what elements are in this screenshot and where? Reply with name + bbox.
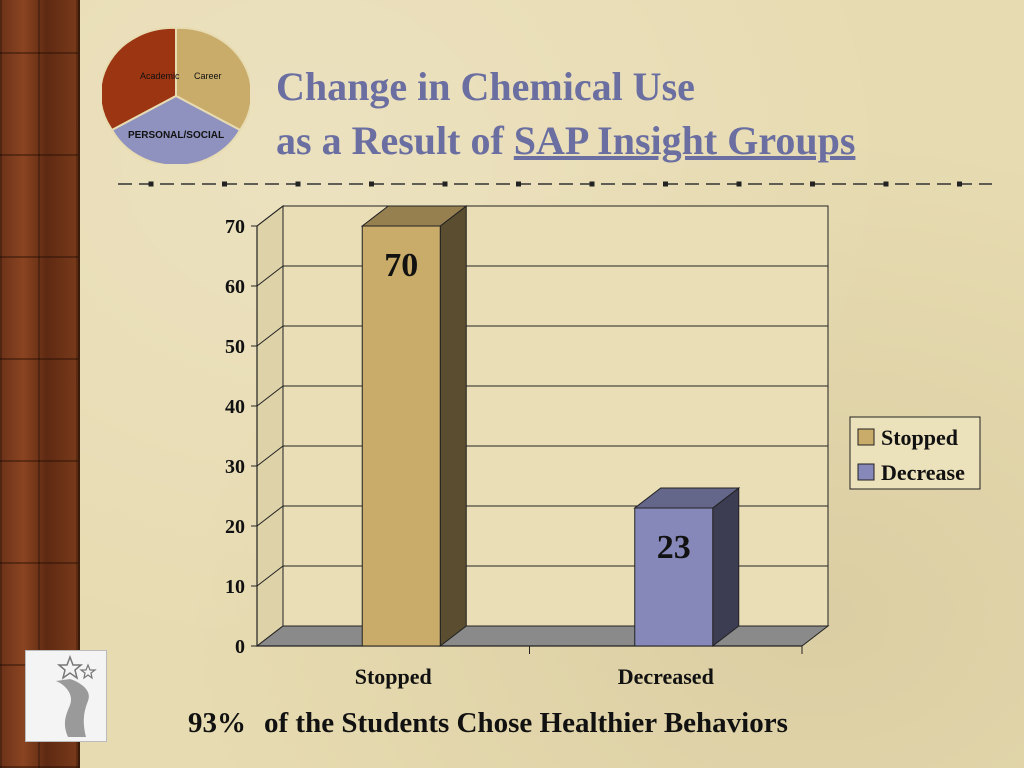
chart-legend: Stopped Decrease [849, 416, 981, 490]
footer-percent: 93% [188, 707, 246, 739]
title-line-2: as a Result of SAP Insight Groups [276, 114, 996, 168]
chart-tick-labels: 0 10 20 30 40 50 60 70 [225, 216, 245, 658]
y-tick-label: 50 [225, 336, 245, 358]
y-tick-label: 70 [225, 216, 245, 238]
chart-bars [360, 204, 741, 648]
divider-dot [589, 181, 595, 187]
divider-dot [516, 181, 521, 187]
divider-dot [957, 181, 962, 187]
title-link-sap-insight-groups[interactable]: SAP Insight Groups [513, 118, 856, 163]
slide-title: Change in Chemical Use as a Result of SA… [276, 60, 996, 168]
gridline-side [256, 505, 284, 527]
bar-side [439, 204, 467, 648]
gridline-side [256, 325, 284, 347]
seal-segment-academic [102, 26, 177, 132]
divider-dot [295, 181, 301, 187]
legend-swatch [857, 463, 875, 481]
bar-side [712, 486, 740, 648]
divider-dot [148, 181, 154, 187]
legend-swatch [857, 428, 875, 446]
gridline-side [256, 205, 284, 227]
removing-barriers-logo [25, 650, 107, 742]
seal-segment-career [175, 26, 250, 132]
y-tick-label: 0 [235, 636, 245, 658]
divider-dot [663, 181, 668, 187]
x-category-label: Stopped [355, 664, 432, 689]
divider-dot [369, 181, 374, 187]
footer-text: of the Students Chose Healthier Behavior… [264, 707, 788, 739]
y-tick-label: 10 [225, 576, 245, 598]
gridline-side [256, 445, 284, 467]
title-line-2-prefix: as a Result of [276, 118, 514, 163]
seal-label-personal-social: PERSONAL/SOCIAL [128, 130, 224, 141]
seal-label-academic: Academic [140, 71, 180, 81]
chart-grid [255, 204, 830, 648]
gridline-side [256, 565, 284, 587]
divider-dot [222, 181, 227, 187]
bar-decreased [633, 486, 741, 648]
chart-floor [255, 625, 830, 647]
bar-chart: 0 10 20 30 40 50 60 70 70 23 Stopped Decreased St… [225, 204, 981, 689]
y-tick-label: 30 [225, 456, 245, 478]
x-category-label: Decreased [618, 664, 714, 689]
gridline-side [256, 265, 284, 287]
gridline-side [256, 385, 284, 407]
bar-stopped [360, 204, 468, 648]
seal-label-career: Career [194, 71, 222, 81]
title-divider [118, 181, 992, 187]
divider-dot [810, 181, 815, 187]
y-tick-label: 20 [225, 516, 245, 538]
title-line-1: Change in Chemical Use [276, 64, 695, 109]
divider-dot [442, 181, 448, 187]
seal-logo: Academic Career PERSONAL/SOCIAL [102, 26, 250, 164]
divider-dot [883, 181, 889, 187]
data-label: 23 [657, 529, 691, 566]
chart-side-wall [256, 204, 284, 648]
legend-label: Decrease [881, 460, 965, 485]
data-label: 70 [384, 247, 418, 284]
divider-dot [736, 181, 742, 187]
y-tick-label: 40 [225, 396, 245, 418]
y-tick-label: 60 [225, 276, 245, 298]
footer-statement: 93% of the Students Chose Healthier Behav… [188, 707, 948, 740]
wood-border [0, 0, 80, 768]
seal-segment-personal-social [110, 94, 242, 164]
bar-front [634, 507, 714, 647]
legend-label: Stopped [881, 425, 958, 450]
chart-category-labels: Stopped Decreased [355, 664, 714, 689]
bar-front [361, 225, 441, 647]
chart-data-labels: 70 23 [384, 247, 691, 566]
